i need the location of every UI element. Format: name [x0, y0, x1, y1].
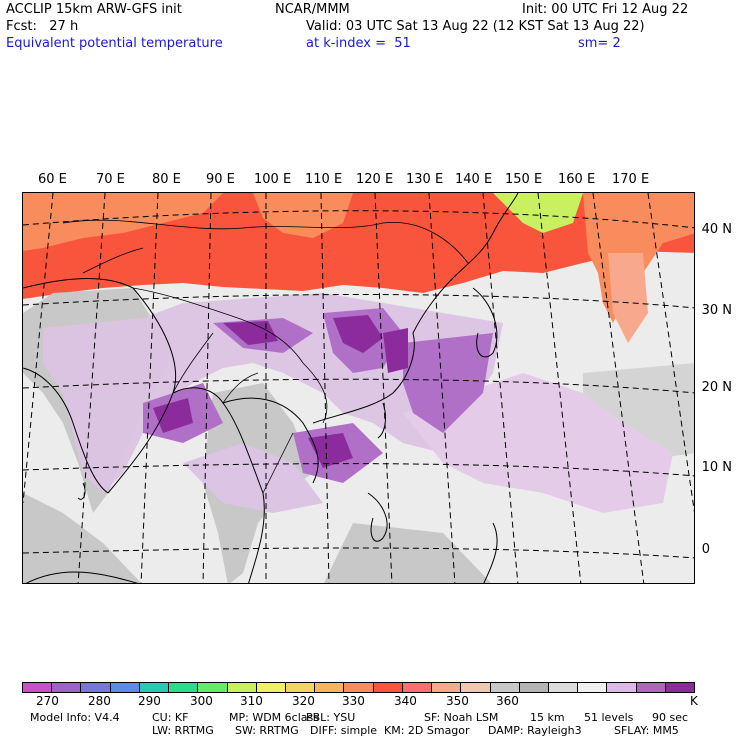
- model-info-item: LW: RRTMG: [152, 724, 214, 737]
- model-info-item: KM: 2D Smagor: [384, 724, 470, 737]
- forecast-hour: Fcst: 27 h: [6, 19, 79, 34]
- colorbar-swatch: [198, 683, 228, 692]
- colorbar-label: 350: [446, 694, 469, 708]
- dark-purple-core-3: [383, 328, 408, 373]
- model-info-item: 51 levels: [584, 711, 634, 724]
- model-info-item: DIFF: simple: [310, 724, 378, 737]
- colorbar-swatch: [519, 683, 549, 692]
- dark-purple-core-5: [153, 398, 193, 433]
- longitude-label: 110 E: [305, 172, 343, 187]
- dark-purple-core-4: [308, 433, 353, 468]
- colorbar-swatch: [23, 683, 53, 692]
- colorbar-swatch: [169, 683, 199, 692]
- colorbar-swatch: [139, 683, 170, 692]
- colorbar-swatch: [373, 683, 403, 692]
- pink-streak: [608, 253, 648, 343]
- model-info-item: SFLAY: MM5: [614, 724, 679, 737]
- longitude-label: 130 E: [406, 172, 444, 187]
- title-model: ACCLIP 15km ARW-GFS init: [6, 2, 182, 17]
- latitude-label: 40 N: [701, 222, 732, 237]
- colorbar-label: 330: [342, 694, 365, 708]
- colorbar-label: 360: [496, 694, 519, 708]
- latitude-label: 0: [701, 542, 710, 557]
- longitude-label: 60 E: [38, 172, 67, 187]
- colorbar-swatch: [490, 683, 520, 692]
- colorbar-swatch: [315, 683, 345, 692]
- colorbar: [22, 682, 695, 693]
- colorbar-swatch: [548, 683, 579, 692]
- latitude-label: 20 N: [701, 380, 732, 395]
- southwest-gray-region: [23, 493, 142, 583]
- model-info-item: MP: WDM 6class: [229, 711, 319, 724]
- dark-purple-core-2: [333, 315, 383, 353]
- valid-time: Valid: 03 UTC Sat 13 Aug 22 (12 KST Sat …: [306, 19, 645, 34]
- mid-purple-east-china-sea: [403, 333, 493, 433]
- latitude-label: 10 N: [701, 460, 732, 475]
- longitude-label: 160 E: [558, 172, 596, 187]
- colorbar-swatch: [81, 683, 111, 692]
- level-index: at k-index = 51: [306, 36, 411, 51]
- colorbar-swatch: [402, 683, 433, 692]
- colorbar-swatch: [665, 683, 695, 692]
- model-info-item: SF: Noah LSM: [424, 711, 499, 724]
- title-init: Init: 00 UTC Fri 12 Aug 22: [522, 2, 689, 17]
- colorbar-swatch: [636, 683, 666, 692]
- longitude-label: 170 E: [612, 172, 650, 187]
- colorbar-label: 300: [190, 694, 213, 708]
- model-info-item: 15 km: [530, 711, 565, 724]
- orange-region-west: [23, 193, 223, 251]
- model-info-item: Model Info: V4.4: [30, 711, 120, 724]
- longitude-label: 120 E: [356, 172, 394, 187]
- colorbar-swatch: [256, 683, 286, 692]
- model-info-item: DAMP: Rayleigh3: [488, 724, 582, 737]
- model-info-item: CU: KF: [152, 711, 189, 724]
- longitude-label: 140 E: [455, 172, 493, 187]
- colorbar-swatch: [52, 683, 82, 692]
- longitude-label: 90 E: [206, 172, 235, 187]
- field-name: Equivalent potential temperature: [6, 36, 223, 51]
- colorbar-swatch: [344, 683, 374, 692]
- model-info-item: 90 sec: [652, 711, 689, 724]
- colorbar-swatch: [607, 683, 637, 692]
- map-svg: [23, 193, 694, 583]
- colorbar-label: 340: [394, 694, 417, 708]
- latitude-label: 30 N: [701, 303, 732, 318]
- colorbar-label: 280: [88, 694, 111, 708]
- colorbar-swatch: [432, 683, 462, 692]
- colorbar-swatch: [110, 683, 140, 692]
- maritime-gray-region: [323, 523, 492, 583]
- colorbar-label: K: [690, 694, 698, 708]
- model-info-item: PBL: YSU: [306, 711, 356, 724]
- colorbar-label: 320: [292, 694, 315, 708]
- longitude-label: 150 E: [505, 172, 543, 187]
- colorbar-label: 290: [138, 694, 161, 708]
- light-purple-region-bay: [183, 443, 323, 513]
- map-panel: [22, 192, 695, 584]
- dark-purple-core-1: [223, 321, 278, 345]
- smoothing: sm= 2: [578, 36, 621, 51]
- colorbar-swatch: [227, 683, 257, 692]
- colorbar-swatch: [285, 683, 316, 692]
- colorbar-swatch: [578, 683, 608, 692]
- light-purple-region-pacific: [403, 373, 673, 513]
- colorbar-label: 310: [240, 694, 263, 708]
- graticule: [23, 193, 694, 583]
- longitude-label: 100 E: [254, 172, 292, 187]
- green-region-north: [493, 193, 583, 233]
- title-org: NCAR/MMM: [275, 2, 350, 17]
- model-info-item: SW: RRTMG: [235, 724, 299, 737]
- colorbar-label: 270: [36, 694, 59, 708]
- longitude-label: 70 E: [96, 172, 125, 187]
- colorbar-swatch: [461, 683, 491, 692]
- longitude-label: 80 E: [152, 172, 181, 187]
